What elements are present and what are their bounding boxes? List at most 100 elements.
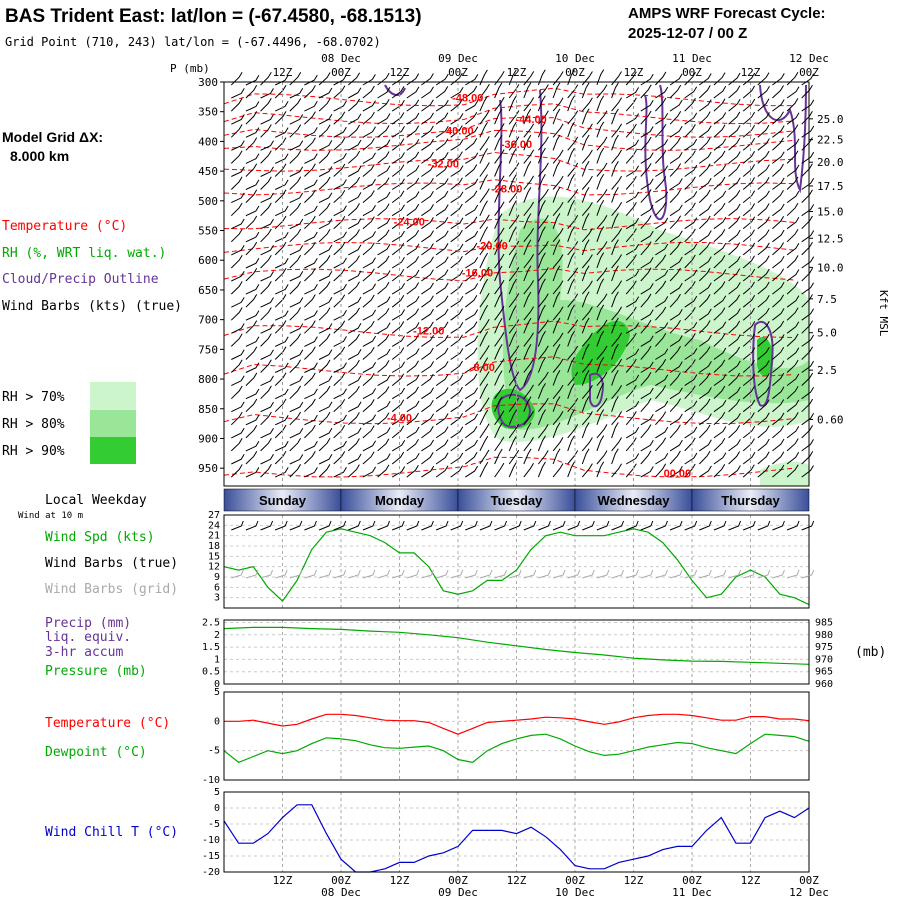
wind-barb [552, 149, 564, 164]
wind-barb [245, 241, 258, 256]
wind-barb [699, 151, 712, 164]
wind-barb [333, 242, 346, 256]
wind-barb-true [421, 520, 434, 531]
wind-barb [377, 165, 391, 177]
wind-barb [435, 465, 449, 478]
wind-barb-true [582, 520, 595, 531]
wind-barb [348, 427, 362, 439]
wind-barb [421, 164, 434, 177]
wind-barb [260, 333, 272, 347]
wind-barb [245, 372, 258, 386]
wind-barb [377, 360, 390, 373]
wind-barb [669, 466, 683, 478]
wind-barb [772, 386, 785, 400]
wind-barb [494, 175, 505, 190]
wind-barb [625, 139, 640, 151]
wind-barb [742, 203, 756, 217]
wind-barb [757, 164, 770, 177]
wind-barb [742, 373, 756, 386]
wind-barb [728, 268, 741, 282]
wind-barb [435, 347, 449, 360]
wind-barb [465, 256, 479, 269]
wind-barb [684, 452, 698, 465]
wind-barb [698, 398, 711, 413]
wind-barb [406, 308, 420, 321]
wind-barb [786, 425, 800, 439]
wind-barb [289, 140, 304, 151]
wind-barb [494, 213, 503, 229]
wind-barb [348, 270, 362, 282]
wind-barb [318, 202, 331, 217]
wind-barb [523, 370, 532, 386]
wind-barb [464, 295, 478, 308]
wind-chill-panel: 5 0 -5 -10 -15 -20 [202, 787, 810, 878]
wind-barb [435, 112, 449, 125]
wind-barb [801, 360, 815, 373]
wind-barb [713, 243, 727, 256]
wind-barb [537, 357, 546, 373]
wind-barb [245, 75, 260, 86]
wind-barb [333, 257, 347, 269]
wind-barb [611, 332, 623, 347]
wind-barb [611, 134, 619, 151]
wind-barb [304, 137, 316, 151]
wind-barb-true [465, 520, 478, 531]
wind-barb [801, 215, 813, 230]
wind-barb [713, 333, 726, 347]
wind-barb-grid [582, 569, 595, 579]
wind-barb [538, 397, 549, 413]
wind-barb [640, 335, 654, 347]
height-tick-label: 10.0 [817, 261, 844, 274]
wind-barb [450, 125, 463, 138]
wind-barb [362, 388, 377, 400]
wind-barb [260, 150, 272, 164]
wind-barb [699, 387, 712, 400]
wind-barb [406, 334, 419, 347]
wind-barb [655, 426, 669, 439]
wind-barb [757, 268, 770, 282]
wind-barb [391, 295, 405, 308]
value-tick-label: -5 [208, 819, 220, 830]
wind-barb [611, 396, 619, 412]
wind-barb [333, 85, 346, 99]
wind-barb [611, 317, 619, 334]
value-tick-label: 5 [214, 687, 220, 698]
wind-barb [304, 74, 318, 86]
wind-barb [494, 253, 505, 269]
upper-air-panel: 300 350 400 450 500 550 600 650 700 750 800 850 900 9… [198, 69, 844, 487]
wind-barb [786, 98, 799, 112]
wind-barb [538, 110, 549, 125]
wind-barb [567, 252, 575, 269]
wind-barb [421, 426, 434, 439]
wind-barb [231, 349, 245, 360]
wind-barb-grid [406, 569, 420, 579]
wind-barb [260, 359, 272, 373]
wind-barb [684, 124, 696, 138]
wind-barb [274, 101, 289, 112]
rh90-area [757, 336, 774, 377]
wind-barb [245, 85, 258, 99]
wind-barb [274, 153, 289, 164]
wind-barb [318, 359, 331, 373]
wind-barb [450, 165, 464, 177]
wind-barb [728, 425, 741, 439]
wind-barb [289, 349, 304, 360]
wind-barb [728, 282, 741, 295]
wind-barb [406, 348, 420, 360]
wind-barb [421, 347, 434, 360]
wind-barb [713, 255, 726, 269]
wind-barb [362, 283, 377, 295]
wind-barb [347, 255, 360, 269]
wind-barb [362, 178, 376, 190]
wind-barb [333, 294, 346, 308]
wind-barb [391, 126, 405, 138]
wind-barb-grid [465, 569, 478, 579]
wind-barb [377, 113, 391, 125]
wind-barb [274, 75, 289, 86]
wind-barb [611, 228, 623, 243]
wind-barb [391, 256, 405, 269]
wind-barb [318, 244, 333, 256]
wind-barb [508, 147, 517, 164]
wind-barb [655, 71, 667, 86]
wind-barb [742, 111, 756, 125]
